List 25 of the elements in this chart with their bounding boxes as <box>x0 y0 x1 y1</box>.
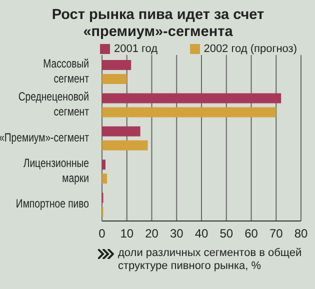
bar <box>102 107 276 118</box>
x-tick-label: 50 <box>220 226 234 241</box>
y-tick-label: Среднеценовой сегмент <box>18 90 90 119</box>
bar <box>102 126 140 136</box>
legend-label: 2002 год (прогноз) <box>202 43 297 55</box>
x-tick-label: 80 <box>294 226 308 241</box>
bar <box>102 93 282 104</box>
y-tick-label: Массовый сегмент <box>43 57 90 86</box>
x-axis-title: доли различных сегментов в общей структуре пивного рынка, % <box>118 247 303 273</box>
x-tick-label: 20 <box>145 226 159 241</box>
bar <box>102 174 107 184</box>
bar <box>102 160 106 170</box>
bar <box>102 60 132 70</box>
x-tick-label: 30 <box>170 226 184 241</box>
x-tick-label: 0 <box>98 226 106 241</box>
bar <box>102 74 127 84</box>
x-tick-label: 60 <box>244 226 258 241</box>
y-tick-label: Лицензионные марки <box>23 157 89 186</box>
y-tick-label: Импортное пиво <box>16 198 89 212</box>
bar <box>102 140 148 150</box>
legend-label: 2001 год <box>113 43 158 55</box>
x-tick-label: 70 <box>269 226 284 241</box>
chart-title: Рост рынка пива идет за счет «премиум»-сегмента <box>50 7 266 41</box>
x-tick-label: 40 <box>194 226 208 241</box>
x-tick-label: 10 <box>120 226 134 241</box>
